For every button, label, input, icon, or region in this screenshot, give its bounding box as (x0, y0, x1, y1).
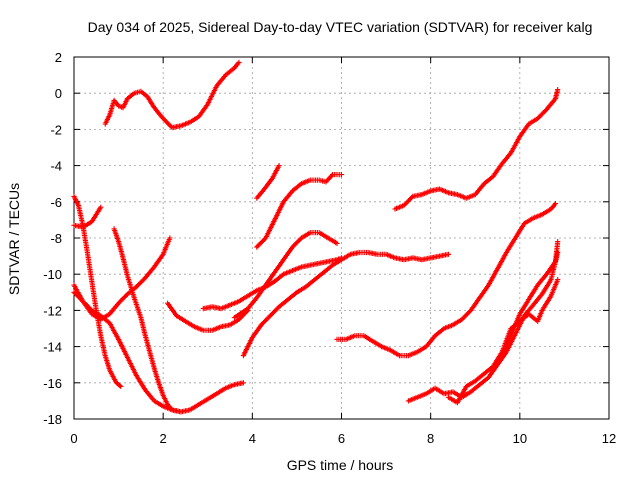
x-axis: 0 2 4 6 8 10 12 (70, 57, 616, 446)
x-tick-label: 12 (602, 431, 616, 446)
data-points (240, 249, 452, 359)
series-arc-15 (405, 249, 561, 404)
chart-title: Day 034 of 2025, Sidereal Day-to-day VTE… (88, 19, 593, 35)
x-tick-label: 10 (513, 431, 527, 446)
y-tick-label: -12 (43, 303, 62, 318)
y-axis: 2 0 -2 -4 -6 -8 -10 -12 -14 -16 -18 (43, 50, 609, 427)
data-points (392, 87, 561, 212)
data-points (200, 255, 345, 312)
x-axis-label: GPS time / hours (287, 457, 394, 473)
y-tick-label: -8 (50, 231, 62, 246)
y-tick-label: -2 (50, 122, 62, 137)
data-points (254, 172, 345, 250)
data-marks (71, 59, 561, 415)
x-tick-label: 2 (160, 431, 167, 446)
data-points (445, 277, 561, 406)
series-arc-3 (71, 193, 124, 389)
data-points (405, 249, 561, 404)
y-tick-label: 2 (55, 50, 62, 65)
series-arc-13 (334, 201, 559, 359)
series-arc-8 (200, 255, 345, 312)
x-tick-label: 0 (70, 431, 77, 446)
series-arc-14 (392, 87, 561, 212)
series-arc-1 (102, 59, 242, 131)
series-arc-17 (499, 239, 561, 359)
x-tick-label: 8 (427, 431, 434, 446)
y-tick-label: -6 (50, 195, 62, 210)
y-tick-label: -10 (43, 267, 62, 282)
grid (74, 57, 609, 419)
data-points (165, 300, 251, 333)
y-tick-label: 0 (55, 86, 62, 101)
series-arc-16 (445, 277, 561, 406)
series-arc-11 (254, 172, 345, 250)
data-points (71, 204, 104, 230)
series-arc-2 (71, 204, 104, 230)
series-arc-7 (165, 300, 251, 333)
y-tick-label: -4 (50, 159, 62, 174)
series-arc-9 (240, 249, 452, 359)
series-arc-6 (111, 226, 184, 415)
data-points (334, 201, 559, 359)
x-tick-label: 6 (338, 431, 345, 446)
data-points (71, 193, 124, 389)
data-points (499, 239, 561, 359)
y-tick-label: -16 (43, 376, 62, 391)
series-arc-12 (231, 230, 340, 321)
data-points (231, 230, 340, 321)
x-tick-label: 4 (249, 431, 256, 446)
y-tick-label: -18 (43, 412, 62, 427)
data-points (111, 226, 184, 415)
y-axis-label: SDTVAR / TECUs (6, 183, 22, 295)
data-points (102, 59, 242, 131)
data-points (254, 163, 282, 201)
series-arc-10 (254, 163, 282, 201)
y-tick-label: -14 (43, 340, 62, 355)
